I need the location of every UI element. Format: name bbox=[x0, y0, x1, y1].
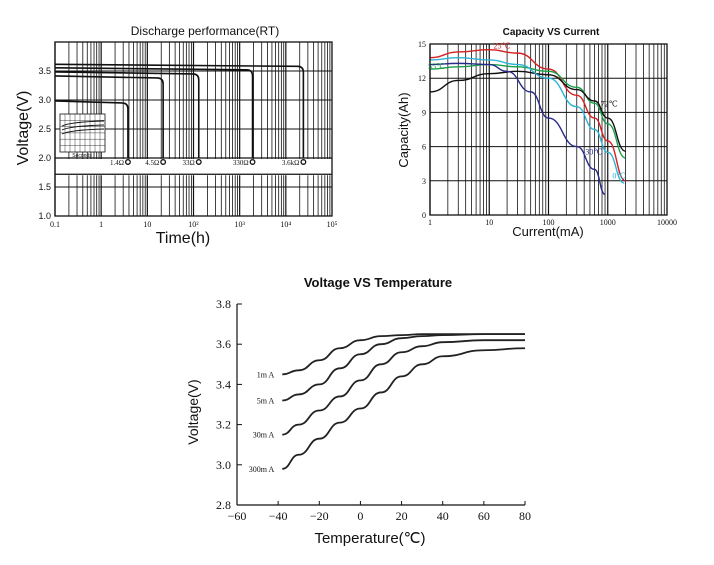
capacity-x-tick: 10000 bbox=[657, 218, 677, 227]
voltage-temp-x-label: Temperature(℃) bbox=[314, 530, 425, 547]
capacity-x-tick: 100 bbox=[543, 218, 555, 227]
capacity-series-label: 0℃ bbox=[612, 172, 625, 181]
capacity-y-tick: 6 bbox=[422, 143, 426, 152]
voltage-temp-series-label: 30m A bbox=[253, 431, 275, 440]
inset-curve bbox=[61, 128, 105, 135]
discharge-y-label: Voltage(V) bbox=[15, 91, 32, 166]
capacity-series-label: -30℃ bbox=[583, 148, 603, 157]
discharge-end-marker bbox=[160, 159, 167, 165]
capacity-y-tick: 15 bbox=[418, 40, 426, 49]
discharge-x-label: Time(h) bbox=[156, 230, 211, 247]
capacity-y-tick: 0 bbox=[422, 211, 426, 220]
discharge-end-marker bbox=[124, 159, 131, 165]
discharge-inset: Seconds bbox=[59, 113, 106, 159]
voltage-temp-curve bbox=[282, 333, 525, 402]
discharge-y-tick: 1.0 bbox=[38, 211, 51, 221]
voltage-temp-title: Voltage VS Temperature bbox=[304, 275, 452, 290]
discharge-y-tick: 2.0 bbox=[38, 153, 51, 163]
discharge-curve bbox=[54, 71, 200, 158]
capacity-series-label: 25℃ bbox=[494, 42, 511, 51]
discharge-frame bbox=[54, 41, 333, 217]
capacity-chart: Capacity VS Current Capacity(Ah) Current… bbox=[396, 27, 677, 239]
discharge-x-tick: 10⁴ bbox=[280, 220, 291, 229]
voltage-temp-chart: Voltage VS Temperature Voltage(V) Temper… bbox=[185, 275, 531, 547]
voltage-temp-series-label: 300m A bbox=[249, 465, 275, 474]
discharge-curve bbox=[54, 75, 164, 158]
voltage-temp-x-tick: 60 bbox=[478, 509, 490, 523]
discharge-curve-label: 33Ω bbox=[183, 159, 195, 167]
capacity-x-tick: 1000 bbox=[600, 218, 616, 227]
voltage-temp-y-tick: 3.2 bbox=[216, 418, 231, 432]
voltage-temp-y-tick: 3.6 bbox=[216, 337, 231, 351]
discharge-x-tick: 0.1 bbox=[50, 220, 60, 229]
discharge-y-tick: 3.0 bbox=[38, 95, 51, 105]
discharge-y-tick: 3.5 bbox=[38, 66, 51, 76]
discharge-x-tick: 1 bbox=[99, 220, 103, 229]
discharge-label-band bbox=[56, 159, 331, 176]
discharge-x-tick: 10 bbox=[143, 220, 151, 229]
capacity-curve bbox=[429, 48, 626, 182]
voltage-temp-x-tick: 80 bbox=[519, 509, 531, 523]
voltage-temp-x-tick: 20 bbox=[396, 509, 408, 523]
inset-label: Seconds bbox=[72, 153, 92, 159]
capacity-curve bbox=[429, 56, 625, 184]
voltage-temp-y-tick: 3.8 bbox=[216, 297, 231, 311]
discharge-chart: Discharge performance(RT) Voltage(V) Tim… bbox=[15, 24, 338, 247]
discharge-x-tick: 10⁵ bbox=[327, 220, 338, 229]
capacity-x-tick: 10 bbox=[485, 218, 493, 227]
capacity-curve bbox=[429, 62, 606, 196]
voltage-temp-y-tick: 3.4 bbox=[216, 377, 231, 391]
capacity-x-label: Current(mA) bbox=[512, 224, 584, 239]
discharge-x-tick: 10² bbox=[188, 220, 199, 229]
capacity-series-label: 72℃ bbox=[601, 100, 618, 109]
voltage-temp-x-tick: −60 bbox=[228, 509, 247, 523]
discharge-title: Discharge performance(RT) bbox=[131, 24, 280, 38]
voltage-temp-x-tick: 40 bbox=[437, 509, 449, 523]
capacity-series-label: 55℃ bbox=[428, 62, 445, 71]
voltage-temp-x-tick: −40 bbox=[269, 509, 288, 523]
voltage-temp-x-tick: −20 bbox=[310, 509, 329, 523]
discharge-end-marker bbox=[195, 159, 202, 165]
discharge-y-tick: 2.5 bbox=[38, 124, 51, 134]
voltage-temp-series-label: 1m A bbox=[257, 370, 275, 379]
discharge-curve bbox=[54, 63, 305, 158]
discharge-end-marker bbox=[249, 159, 256, 165]
voltage-temp-curve bbox=[282, 347, 526, 470]
discharge-curve bbox=[54, 67, 254, 158]
capacity-curve bbox=[429, 63, 626, 159]
capacity-curve bbox=[429, 70, 626, 152]
discharge-curve-label: 3.6kΩ bbox=[282, 159, 299, 167]
capacity-title: Capacity VS Current bbox=[503, 27, 600, 38]
discharge-x-tick: 10³ bbox=[234, 220, 245, 229]
discharge-curve bbox=[54, 100, 129, 158]
voltage-temp-y-tick: 3.0 bbox=[216, 458, 231, 472]
discharge-end-marker bbox=[300, 159, 307, 165]
voltage-temp-curve bbox=[282, 339, 525, 436]
inset-curve bbox=[61, 124, 105, 131]
voltage-temp-series-label: 5m A bbox=[257, 396, 275, 405]
voltage-temp-y-label: Voltage(V) bbox=[185, 379, 201, 444]
discharge-curve-label: 330Ω bbox=[233, 159, 249, 167]
capacity-frame bbox=[429, 43, 668, 216]
voltage-temp-x-tick: 0 bbox=[357, 509, 363, 523]
voltage-temp-y-tick: 2.8 bbox=[216, 498, 231, 512]
discharge-y-tick: 1.5 bbox=[38, 182, 51, 192]
capacity-y-label: Capacity(Ah) bbox=[396, 92, 411, 167]
capacity-x-tick: 1 bbox=[428, 218, 432, 227]
capacity-y-tick: 9 bbox=[422, 108, 426, 117]
inset-curve bbox=[61, 120, 105, 127]
capacity-y-tick: 3 bbox=[422, 177, 426, 186]
discharge-curve-label: 4.5Ω bbox=[145, 159, 159, 167]
discharge-curve-label: 1.4Ω bbox=[110, 159, 124, 167]
capacity-y-tick: 12 bbox=[418, 74, 426, 83]
